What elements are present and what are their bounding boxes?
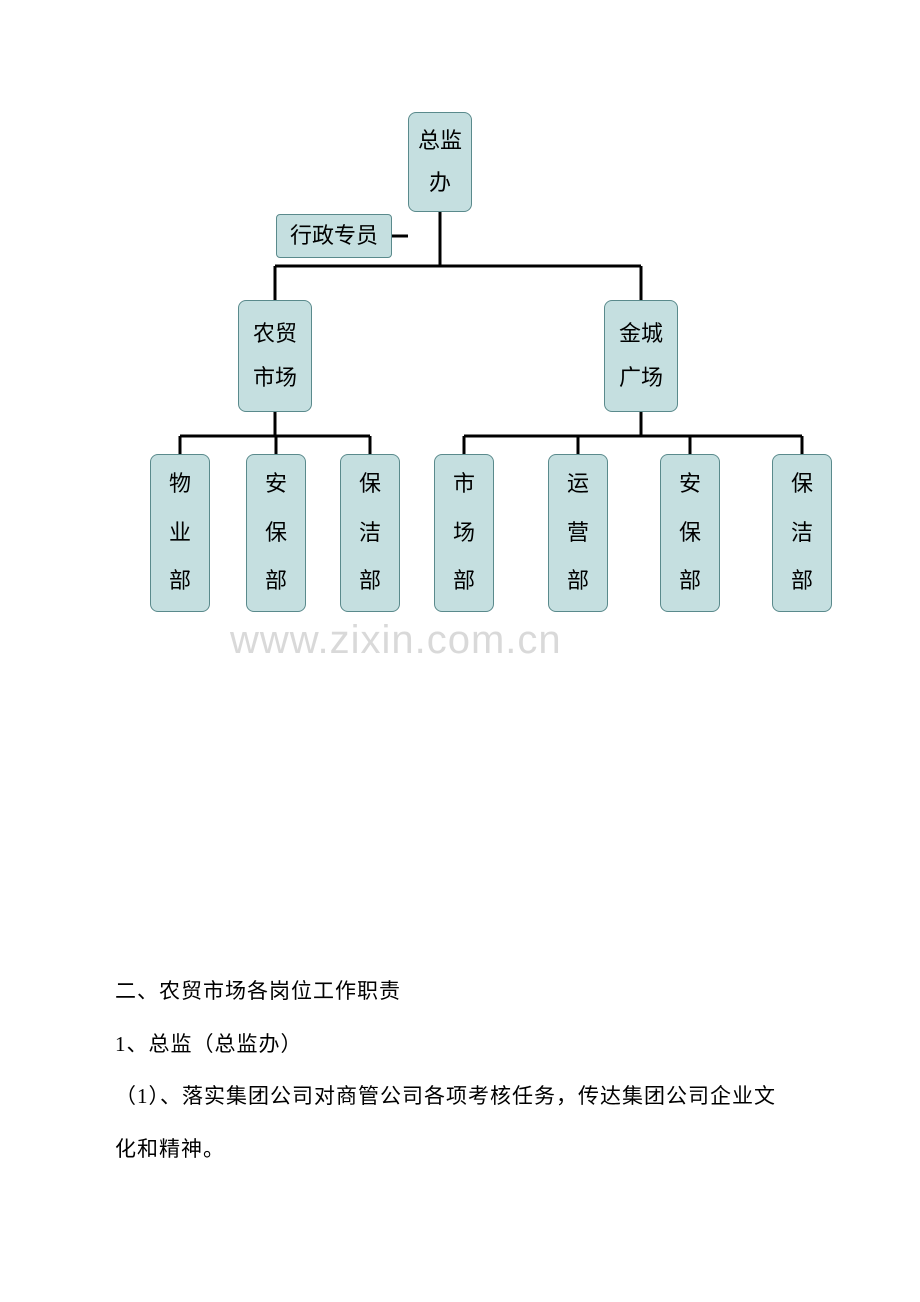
node-l3-label: 保 洁 部 <box>359 460 381 605</box>
section-sub1: 1、总监（总监办） <box>115 1018 805 1071</box>
node-l3: 保 洁 部 <box>340 454 400 612</box>
node-r2-label: 运 营 部 <box>567 460 589 605</box>
node-left: 农贸 市场 <box>238 300 312 412</box>
node-r3: 安 保 部 <box>660 454 720 612</box>
node-root: 总监 办 <box>408 112 472 212</box>
node-admin-label: 行政专员 <box>290 225 378 247</box>
node-r4: 保 洁 部 <box>772 454 832 612</box>
node-l2: 安 保 部 <box>246 454 306 612</box>
node-l1: 物 业 部 <box>150 454 210 612</box>
node-right: 金城 广场 <box>604 300 678 412</box>
node-left-label: 农贸 市场 <box>253 312 297 400</box>
org-chart: 总监 办 行政专员 农贸 市场 金城 广场 物 业 部 安 保 部 保 洁 部 … <box>0 0 920 700</box>
watermark: www.zixin.com.cn <box>230 618 562 663</box>
section-para1b: 化和精神。 <box>115 1123 805 1176</box>
node-r4-label: 保 洁 部 <box>791 460 813 605</box>
section-heading: 二、农贸市场各岗位工作职责 <box>115 965 805 1018</box>
node-root-label: 总监 办 <box>418 120 462 204</box>
node-l1-label: 物 业 部 <box>169 460 191 605</box>
document-text: 二、农贸市场各岗位工作职责 1、总监（总监办） （1）、落实集团公司对商管公司各… <box>115 965 805 1175</box>
node-r1-label: 市 场 部 <box>453 460 475 605</box>
node-r1: 市 场 部 <box>434 454 494 612</box>
node-r3-label: 安 保 部 <box>679 460 701 605</box>
node-right-label: 金城 广场 <box>619 312 663 400</box>
node-admin: 行政专员 <box>276 214 392 258</box>
node-l2-label: 安 保 部 <box>265 460 287 605</box>
section-para1a: （1）、落实集团公司对商管公司各项考核任务，传达集团公司企业文 <box>115 1070 805 1123</box>
node-r2: 运 营 部 <box>548 454 608 612</box>
